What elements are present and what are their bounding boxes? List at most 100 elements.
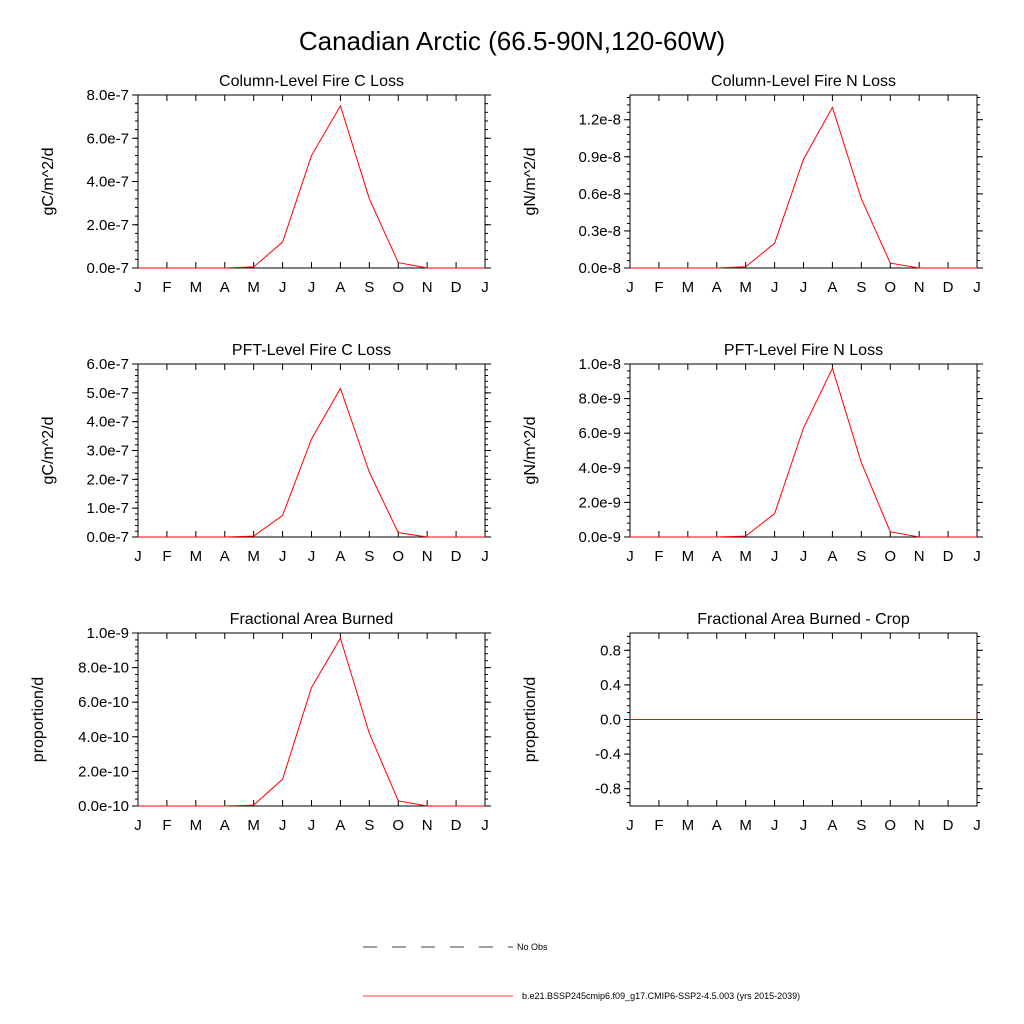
y-tick-label: 6.0e-10 [78, 694, 129, 711]
y-tick-label: 8.0e-7 [86, 87, 129, 104]
x-tick-label: M [682, 548, 695, 565]
x-tick-label: O [392, 817, 404, 834]
x-tick-label: J [279, 817, 287, 834]
y-tick-label: 4.0e-7 [86, 174, 129, 191]
x-tick-label: J [481, 279, 489, 296]
x-tick-label: F [162, 279, 171, 296]
x-tick-label: J [134, 817, 142, 834]
x-tick-label: O [392, 279, 404, 296]
x-tick-label: J [481, 817, 489, 834]
y-axis-label: gC/m^2/d [40, 417, 57, 485]
legend: No Obs b.e21.BSSP245cmip6.f09_g17.CMIP6-S… [363, 942, 800, 1001]
x-tick-label: M [247, 817, 260, 834]
x-tick-label: J [308, 548, 316, 565]
x-tick-label: D [451, 817, 462, 834]
x-tick-label: M [247, 548, 260, 565]
x-tick-label: A [335, 279, 345, 296]
x-tick-label: F [654, 279, 663, 296]
x-tick-label: J [279, 279, 287, 296]
x-tick-label: S [856, 548, 866, 565]
y-tick-label: 2.0e-7 [86, 217, 129, 234]
y-tick-label: 8.0e-9 [578, 391, 621, 408]
x-tick-label: M [739, 279, 752, 296]
panel-title: Fractional Area Burned - Crop [697, 611, 910, 628]
x-tick-label: J [800, 279, 808, 296]
panel-title: Column-Level Fire C Loss [219, 73, 404, 90]
series-line-1 [630, 366, 977, 538]
y-tick-label: 3.0e-7 [86, 443, 129, 460]
x-tick-label: A [335, 548, 345, 565]
series-line-1 [138, 387, 485, 538]
x-tick-label: A [827, 817, 837, 834]
x-tick-label: M [682, 817, 695, 834]
x-tick-label: A [220, 548, 230, 565]
x-tick-label: S [856, 817, 866, 834]
x-tick-label: J [308, 817, 316, 834]
y-axis-label: proportion/d [30, 677, 47, 762]
y-tick-label: 1.0e-9 [86, 625, 129, 642]
x-tick-label: J [134, 279, 142, 296]
y-tick-label: 0.0 [600, 712, 621, 729]
panel-title: PFT-Level Fire N Loss [724, 342, 883, 359]
legend-label-model: b.e21.BSSP245cmip6.f09_g17.CMIP6-SSP2-4.… [522, 991, 800, 1001]
plot-frame [629, 94, 978, 269]
y-tick-label: 0.0e-10 [78, 798, 129, 815]
y-tick-label: 1.2e-8 [578, 112, 621, 129]
y-tick-label: 0.0e-7 [86, 529, 129, 546]
y-tick-label: 0.0e-8 [578, 260, 621, 277]
x-tick-label: J [800, 817, 808, 834]
x-tick-label: M [190, 548, 203, 565]
y-tick-label: 6.0e-9 [578, 425, 621, 442]
y-tick-label: 4.0e-10 [78, 729, 129, 746]
x-tick-label: J [771, 817, 779, 834]
figure-title: Canadian Arctic (66.5-90N,120-60W) [299, 26, 725, 56]
x-tick-label: N [914, 548, 925, 565]
y-tick-label: 4.0e-9 [578, 460, 621, 477]
panel-title: Column-Level Fire N Loss [711, 73, 896, 90]
x-tick-label: A [220, 817, 230, 834]
y-tick-label: 6.0e-7 [86, 356, 129, 373]
y-tick-label: 1.0e-8 [578, 356, 621, 373]
x-tick-label: N [914, 279, 925, 296]
x-tick-label: D [943, 817, 954, 834]
plot-frame [629, 363, 978, 538]
x-tick-label: N [422, 548, 433, 565]
x-tick-label: O [884, 279, 896, 296]
x-tick-label: J [308, 279, 316, 296]
x-tick-label: J [973, 817, 981, 834]
x-tick-label: N [914, 817, 925, 834]
x-tick-label: F [162, 548, 171, 565]
x-tick-label: J [771, 279, 779, 296]
y-tick-label: 0.8 [600, 642, 621, 659]
x-tick-label: S [364, 548, 374, 565]
x-tick-label: O [884, 548, 896, 565]
x-tick-label: J [481, 548, 489, 565]
y-axis-label: proportion/d [522, 677, 539, 762]
x-tick-label: D [451, 548, 462, 565]
x-tick-label: M [190, 817, 203, 834]
y-tick-label: 2.0e-9 [578, 494, 621, 511]
x-tick-label: J [134, 548, 142, 565]
y-tick-label: -0.4 [595, 746, 621, 763]
y-axis-label: gC/m^2/d [40, 148, 57, 216]
x-tick-label: M [682, 279, 695, 296]
x-tick-label: J [279, 548, 287, 565]
x-tick-label: N [422, 279, 433, 296]
x-tick-label: J [973, 548, 981, 565]
series-line-1 [138, 636, 485, 807]
x-tick-label: M [739, 548, 752, 565]
y-tick-label: 4.0e-7 [86, 414, 129, 431]
panel-title: Fractional Area Burned [230, 611, 394, 628]
x-tick-label: M [247, 279, 260, 296]
x-tick-label: O [392, 548, 404, 565]
series-line-1 [630, 106, 977, 269]
x-tick-label: D [943, 279, 954, 296]
plot-frame [137, 363, 486, 538]
x-tick-label: M [739, 817, 752, 834]
plot-frame [137, 94, 486, 269]
